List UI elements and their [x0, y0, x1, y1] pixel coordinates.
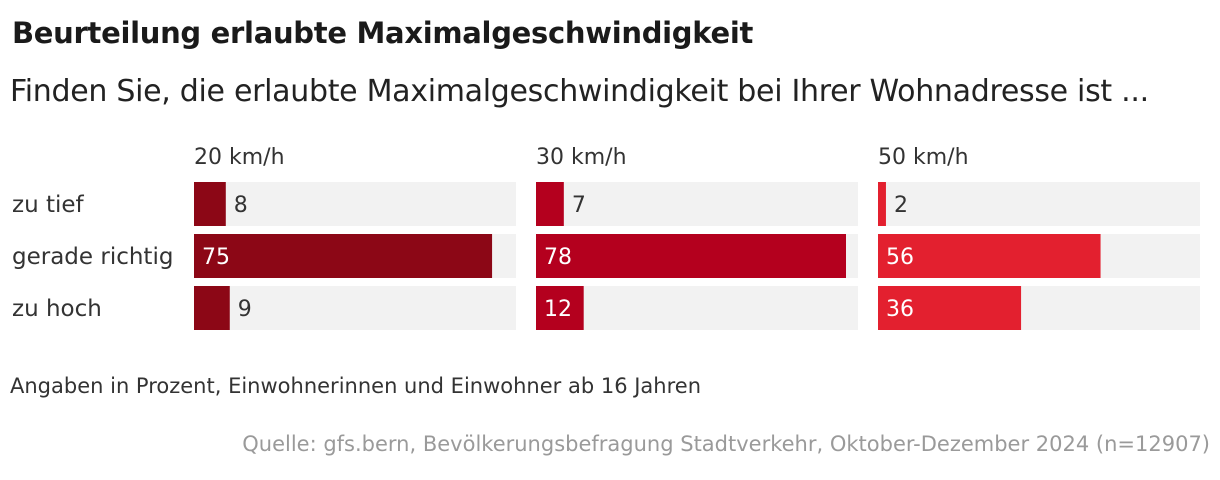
data-label: 8 [234, 193, 248, 218]
bar [878, 182, 886, 226]
bar [536, 234, 846, 278]
bar [194, 234, 493, 278]
data-label: 9 [238, 297, 252, 322]
data-label: 2 [894, 193, 908, 218]
category-label: zu hoch [12, 296, 102, 322]
bar-track [194, 286, 516, 330]
series-label: 20 km/h [194, 145, 285, 170]
series-label: 30 km/h [536, 145, 627, 170]
data-label: 56 [886, 245, 914, 270]
category-label: zu tief [12, 192, 85, 218]
bar-track [536, 182, 858, 226]
chart-title: Beurteilung erlaubte Maximalgeschwindigk… [12, 16, 754, 50]
chart-note: Angaben in Prozent, Einwohnerinnen und E… [10, 374, 702, 398]
data-label: 7 [572, 193, 586, 218]
bar [194, 182, 226, 226]
bar [536, 182, 564, 226]
series-label: 50 km/h [878, 145, 969, 170]
bar [878, 286, 1022, 330]
data-label: 78 [544, 245, 572, 270]
bar [878, 234, 1101, 278]
bar-track [536, 286, 858, 330]
data-label: 75 [202, 245, 230, 270]
bar [536, 286, 584, 330]
chart-source: Quelle: gfs.bern, Bevölkerungsbefragung … [242, 432, 1210, 456]
data-label: 36 [886, 297, 914, 322]
chart-subtitle: Finden Sie, die erlaubte Maximalgeschwin… [10, 74, 1149, 109]
category-label: gerade richtig [12, 244, 173, 270]
bar-track [878, 182, 1200, 226]
data-label: 12 [544, 297, 572, 322]
bar-track [194, 182, 516, 226]
bar [194, 286, 230, 330]
bar-chart: zu tief gerade richtig zu hoch 20 km/h 8 75 9 3… [12, 145, 1200, 330]
